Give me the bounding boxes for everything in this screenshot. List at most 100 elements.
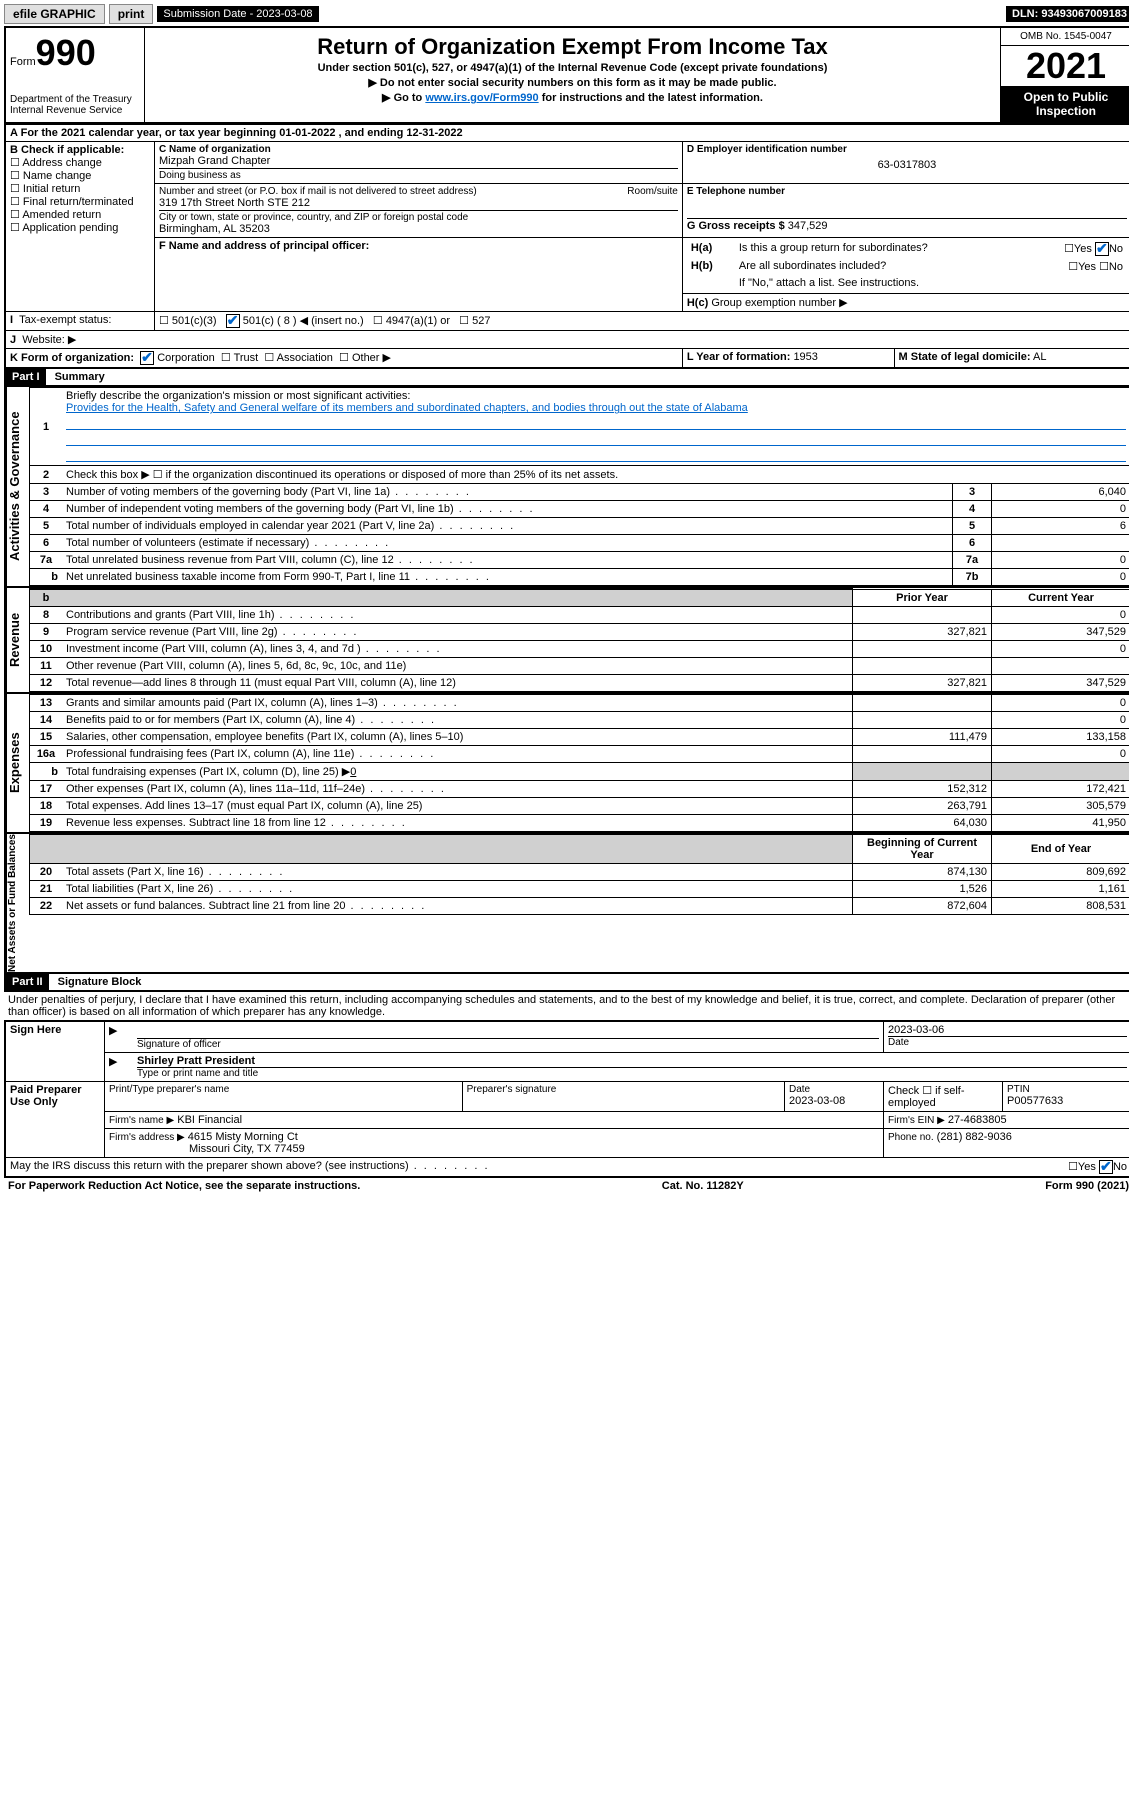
i-4947[interactable]: 4947(a)(1) or (386, 315, 450, 327)
l5-value: 6 (992, 518, 1129, 535)
gross-receipts: 347,529 (788, 220, 828, 232)
l18c: 305,579 (992, 798, 1129, 815)
k-opt-0: Corporation (157, 352, 214, 364)
governance-section: Activities & Governance 1 Briefly descri… (4, 387, 1129, 588)
dln-label: DLN: 93493067009183 (1006, 6, 1129, 22)
prep-name-label: Print/Type preparer's name (109, 1084, 458, 1095)
i-501c3[interactable]: 501(c)(3) (172, 315, 217, 327)
l15c: 133,158 (992, 729, 1129, 746)
print-button[interactable]: print (109, 4, 154, 24)
org-name: Mizpah Grand Chapter (159, 155, 678, 167)
l12c: 347,529 (992, 675, 1129, 692)
ha-no-checkbox[interactable] (1095, 242, 1109, 256)
k-opt-1[interactable]: Trust (234, 352, 259, 364)
b-opt-3[interactable]: Final return/terminated (23, 196, 134, 208)
prep-date: 2023-03-08 (789, 1095, 879, 1107)
check-self-employed[interactable]: Check ☐ if self-employed (884, 1082, 1003, 1112)
city-value: Birmingham, AL 35203 (159, 223, 678, 235)
f-label: F Name and address of principal officer: (159, 240, 678, 252)
b-opt-2[interactable]: Initial return (23, 183, 80, 195)
b-opt-1[interactable]: Name change (23, 170, 92, 182)
hc-label: Group exemption number ▶ (711, 297, 847, 309)
l22-label: Net assets or fund balances. Subtract li… (66, 900, 345, 912)
part2-header-row: Part II Signature Block (4, 974, 1129, 992)
form990-link[interactable]: www.irs.gov/Form990 (425, 92, 538, 104)
k-corp-checkbox[interactable] (140, 351, 154, 365)
l10-label: Investment income (Part VIII, column (A)… (66, 643, 361, 655)
firm-ein: 27-4683805 (948, 1114, 1007, 1126)
b-opt-0[interactable]: Address change (22, 157, 102, 169)
footer-mid: Cat. No. 11282Y (662, 1180, 744, 1192)
l21b: 1,526 (853, 881, 992, 898)
j-label: Website: ▶ (22, 334, 76, 346)
sidebar-expenses: Expenses (6, 694, 29, 832)
entity-info-table: A For the 2021 calendar year, or tax yea… (4, 124, 1129, 369)
part1-title: Summary (49, 369, 111, 385)
i-527[interactable]: 527 (472, 315, 490, 327)
discuss-no-checkbox[interactable] (1099, 1160, 1113, 1174)
submission-date: Submission Date - 2023-03-08 (157, 6, 318, 22)
k-opt-3[interactable]: Other ▶ (352, 352, 391, 364)
l7b-value: 0 (992, 569, 1129, 586)
l14c: 0 (992, 712, 1129, 729)
l16ac: 0 (992, 746, 1129, 763)
l-label: L Year of formation: (687, 351, 791, 363)
l-value: 1953 (793, 351, 817, 363)
l19-label: Revenue less expenses. Subtract line 18 … (66, 817, 326, 829)
l2-label: Check this box ▶ ☐ if the organization d… (62, 466, 1129, 484)
l16a-label: Professional fundraising fees (Part IX, … (66, 748, 354, 760)
ein-value: 63-0317803 (687, 155, 1127, 175)
firm-name-label: Firm's name ▶ (109, 1115, 174, 1126)
l22e: 808,531 (992, 898, 1129, 915)
l20e: 809,692 (992, 864, 1129, 881)
l4-label: Number of independent voting members of … (66, 503, 454, 515)
l20b: 874,130 (853, 864, 992, 881)
header-sub1: Under section 501(c), 527, or 4947(a)(1)… (149, 62, 996, 74)
l12-label: Total revenue—add lines 8 through 11 (mu… (66, 677, 456, 689)
l20-label: Total assets (Part X, line 16) (66, 866, 204, 878)
l16b-label: Total fundraising expenses (Part IX, col… (66, 766, 350, 778)
footer-right: Form 990 (2021) (1045, 1180, 1129, 1192)
top-bar: efile GRAPHIC print Submission Date - 20… (4, 4, 1129, 24)
form-label: Form (10, 56, 36, 68)
expenses-section: Expenses 13Grants and similar amounts pa… (4, 694, 1129, 834)
l1-label: Briefly describe the organization's miss… (66, 390, 410, 402)
col-curr: Current Year (992, 589, 1129, 607)
dept-label: Department of the Treasury (10, 94, 140, 105)
l8-label: Contributions and grants (Part VIII, lin… (66, 609, 275, 621)
form-title: Return of Organization Exempt From Incom… (149, 34, 996, 60)
ha-label: Is this a group return for subordinates? (735, 240, 1028, 258)
b-label: B Check if applicable: (10, 144, 150, 156)
l3-value: 6,040 (992, 484, 1129, 501)
dba-label: Doing business as (159, 170, 678, 181)
l15-label: Salaries, other compensation, employee b… (66, 731, 463, 743)
sig-officer-label: Signature of officer (137, 1039, 879, 1050)
i-501c: 501(c) ( 8 ) ◀ (insert no.) (243, 315, 364, 327)
l19p: 64,030 (853, 815, 992, 832)
header-right: OMB No. 1545-0047 2021 Open to Public In… (1000, 28, 1129, 122)
open-to-public: Open to Public Inspection (1001, 86, 1129, 122)
ptin-value: P00577633 (1007, 1095, 1127, 1107)
sign-here-label: Sign Here (5, 1021, 105, 1082)
signature-table: Sign Here ▶ Signature of officer 2023-03… (4, 1020, 1129, 1178)
efile-label: efile GRAPHIC (4, 4, 105, 24)
firm-ein-label: Firm's EIN ▶ (888, 1115, 945, 1126)
k-opt-2[interactable]: Association (277, 352, 333, 364)
l18p: 263,791 (853, 798, 992, 815)
l22b: 872,604 (853, 898, 992, 915)
sidebar-governance: Activities & Governance (6, 387, 29, 586)
header-left: Form990 Department of the Treasury Inter… (6, 28, 145, 122)
firm-addr2: Missouri City, TX 77459 (189, 1143, 305, 1155)
part2-title: Signature Block (52, 974, 148, 990)
b-opt-5[interactable]: Application pending (22, 222, 118, 234)
l14-label: Benefits paid to or for members (Part IX… (66, 714, 355, 726)
l1-text: Provides for the Health, Safety and Gene… (66, 402, 748, 414)
l17c: 172,421 (992, 781, 1129, 798)
firm-addr-label: Firm's address ▶ (109, 1132, 185, 1143)
header-mid: Return of Organization Exempt From Incom… (145, 28, 1000, 122)
part1-label: Part I (6, 369, 46, 385)
l12p: 327,821 (853, 675, 992, 692)
l5-label: Total number of individuals employed in … (66, 520, 434, 532)
b-opt-4[interactable]: Amended return (22, 209, 101, 221)
i-501c-checkbox[interactable] (226, 314, 240, 328)
